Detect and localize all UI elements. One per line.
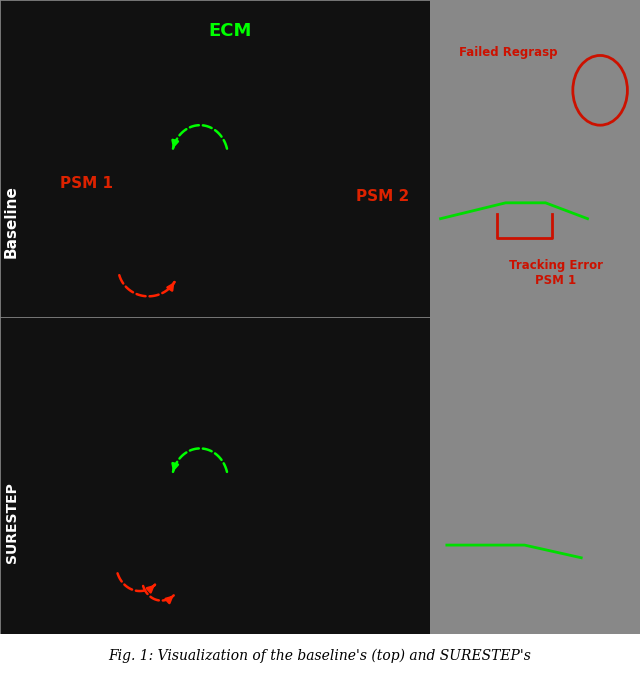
Text: Fig. 1: Visualization of the baseline's (top) and SURESTEP's: Fig. 1: Visualization of the baseline's …: [109, 649, 531, 663]
Text: PSM 2: PSM 2: [356, 189, 410, 204]
Text: SURESTEP: SURESTEP: [4, 482, 19, 563]
Text: Failed Regrasp: Failed Regrasp: [458, 46, 557, 59]
Text: Baseline: Baseline: [4, 185, 19, 258]
Text: Tracking Error
PSM 1: Tracking Error PSM 1: [509, 259, 603, 287]
Text: ECM: ECM: [209, 22, 252, 40]
Text: PSM 1: PSM 1: [60, 176, 113, 191]
